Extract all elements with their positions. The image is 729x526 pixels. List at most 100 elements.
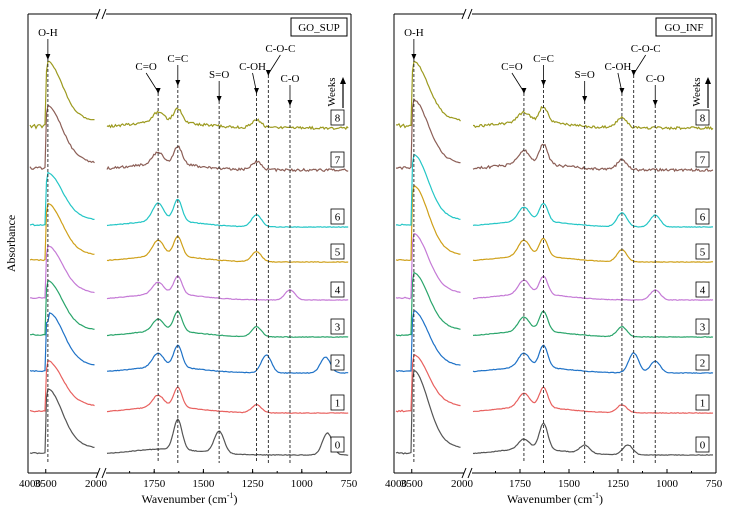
x-tick-label: 1000 [656,478,679,490]
week-label-box [330,109,345,126]
annotation-label: O-H [404,27,424,39]
week-label-box [330,243,345,260]
week-label-box [695,318,710,335]
x-tick-label: 1000 [291,478,314,490]
weeks-arrow-head [340,77,346,84]
x-tick-label: 2000 [85,478,108,490]
annotation-label: C-OH [239,61,266,73]
panel-title: GO_SUP [298,22,340,34]
x-axis-label-sup: -1 [592,491,599,500]
x-axis-label-end: ) [599,492,603,506]
x-tick-label: 4000 [19,478,42,490]
x-tick-label: 3500 [401,478,424,490]
spectrum-week-8-left [29,60,95,130]
week-label-8: 8 [700,113,706,125]
axis-break-mark [101,8,107,20]
annotation-arrow-head [521,88,527,94]
axis-break-gap [98,468,106,478]
x-tick-label: 1250 [607,478,630,490]
week-label-box [695,109,710,126]
spectrum-week-4-left [29,244,95,299]
spectrum-week-4-right [473,275,714,301]
annotation-arrow-head [216,96,222,102]
axis-break-mark [461,8,467,20]
axis-break-gap [464,9,472,19]
spectrum-week-6-left [29,171,95,227]
week-label-box [695,208,710,225]
week-label-3: 3 [700,322,706,334]
annotation-arrow-head [619,88,625,94]
axis-break-mark [467,467,473,479]
x-tick-label: 1750 [143,478,166,490]
axis-break-mark [95,8,101,20]
week-label-box [695,243,710,260]
week-label-6: 6 [335,212,341,224]
spectrum-week-1-right [106,386,349,414]
y-axis-label: Absorbance [4,215,18,272]
weeks-legend-title: Weeks [326,77,338,106]
annotation-label: C=C [533,53,554,65]
spectrum-week-3-left [30,279,95,336]
spectrum-week-3-right [107,310,349,338]
spectrum-week-2-right [107,344,349,374]
week-label-7: 7 [335,155,341,167]
axis-break-gap [98,9,106,19]
week-label-box [695,436,710,453]
spectrum-week-1-right [472,386,714,414]
x-tick-label: 750 [706,478,723,490]
spectrum-week-5-right [106,235,349,263]
spectrum-week-3-right [472,310,714,338]
spectrum-week-0-left [29,387,95,455]
panel-title-box [655,17,713,37]
annotation-arrow-head [631,70,637,76]
week-label-box [695,281,710,298]
annotation-label: O-H [38,27,58,39]
x-tick-label: 3500 [35,478,58,490]
weeks-arrow-head [705,77,711,84]
week-label-2: 2 [700,358,706,370]
annotation-label: C-O [281,73,300,85]
week-label-7: 7 [700,155,706,167]
spectrum-week-7-right [472,143,714,173]
annotation-arrow-head [541,80,547,86]
week-label-box [695,354,710,371]
axis-break-mark [101,467,107,479]
annotation-arrow-head [265,70,271,76]
spectrum-week-6-right [472,202,713,228]
spectrum-week-2-left [29,312,95,373]
annotation-arrow-head [652,100,658,106]
annotation-label: C=O [135,61,157,73]
spectrum-week-8-right [473,105,714,131]
x-tick-label: 1250 [242,478,265,490]
week-label-8: 8 [335,113,341,125]
spectrum-week-8-right [106,107,349,131]
panel-title-box [290,17,348,37]
annotation-arrow-head [287,100,293,106]
annotation-label: C=C [167,53,188,65]
annotation-label: C-O [646,73,665,85]
spectrum-week-6-left [396,153,461,226]
spectrum-week-2-right [472,344,714,374]
week-label-5: 5 [700,247,706,259]
spectrum-week-7-right [106,145,349,173]
annotation-label: C-OH [604,61,631,73]
x-tick-label: 750 [341,478,358,490]
week-label-box [330,281,345,298]
axis-break-mark [95,467,101,479]
annotation-arrow-head [411,54,417,60]
axis-break-mark [467,8,473,20]
week-label-0: 0 [335,440,341,452]
spectrum-week-5-left [29,202,95,262]
annotation-arrow-head [254,88,260,94]
week-label-6: 6 [700,212,706,224]
x-axis-label-end: ) [234,492,238,506]
spectrum-week-4-left [395,232,461,300]
week-label-box [330,151,345,168]
x-axis-label-sup: -1 [227,491,234,500]
x-axis-label-main: Wavenumber (cm [141,492,227,506]
axis-break-gap [464,468,472,478]
